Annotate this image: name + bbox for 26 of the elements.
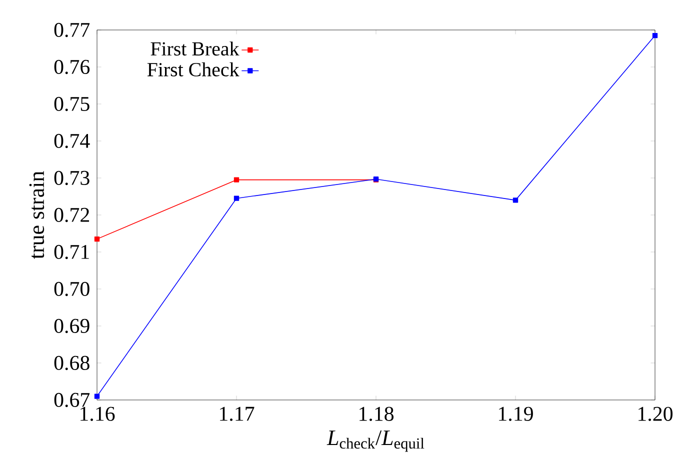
x-tick-label: 1.17 xyxy=(220,406,254,421)
point xyxy=(234,177,240,182)
y-tick-label: 0.77 xyxy=(54,22,90,38)
y-tick-label: 0.74 xyxy=(54,134,90,148)
y-tick-label: 0.67 xyxy=(54,392,90,408)
x-tick-label: 1.20 xyxy=(638,406,673,422)
x-tick-label: 1.18 xyxy=(360,406,394,422)
y-tick-label: 0.68 xyxy=(54,356,90,370)
point xyxy=(652,32,658,38)
y-tick-label: 0.75 xyxy=(54,96,90,112)
x-axis-title: L$_{check}$/L$_{equil}$ xyxy=(326,430,424,452)
point xyxy=(94,236,100,242)
y-tick-label: 0.71 xyxy=(54,244,89,260)
point xyxy=(94,394,100,399)
y-tick-label: 0.69 xyxy=(54,318,90,334)
x-tick-label: 1.16 xyxy=(80,406,115,421)
point xyxy=(234,196,240,201)
x-tick-label: 1.19 xyxy=(499,406,533,421)
legend-label: First Check xyxy=(147,62,240,76)
point xyxy=(512,198,518,203)
y-tick-label: 0.72 xyxy=(54,208,90,222)
y-axis-title: true strain xyxy=(29,171,44,259)
y-tick-label: 0.73 xyxy=(54,170,90,186)
y-tick-label: 0.76 xyxy=(54,60,90,74)
legend-label: First Break xyxy=(150,42,240,56)
y-tick-label: 0.70 xyxy=(54,282,90,296)
